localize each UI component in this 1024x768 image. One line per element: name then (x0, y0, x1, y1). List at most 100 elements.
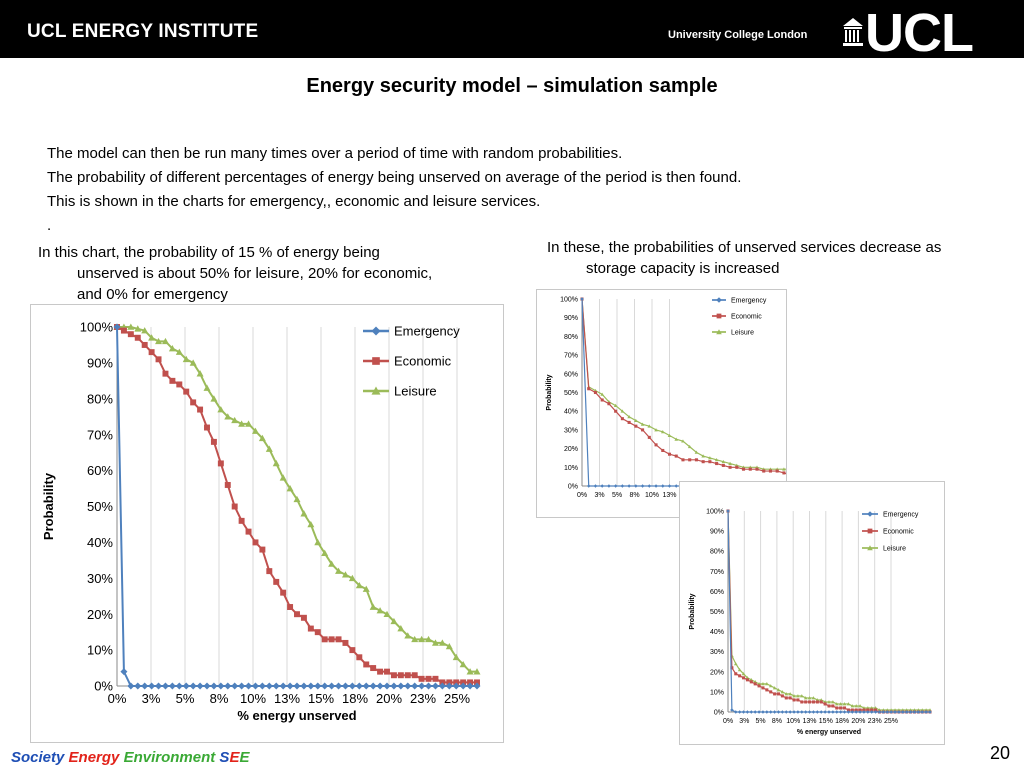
diamond-marker (842, 710, 847, 714)
diamond-marker (647, 484, 652, 488)
diamond-marker (654, 484, 658, 488)
diamond-marker (600, 484, 604, 488)
square-marker (748, 467, 752, 471)
square-marker (280, 589, 287, 596)
square-marker (823, 702, 827, 706)
triangle-marker (210, 395, 218, 402)
square-marker (620, 417, 624, 421)
square-marker (252, 539, 259, 546)
triangle-marker (741, 672, 746, 676)
diamond-marker (383, 682, 391, 690)
intro-line: This is shown in the charts for emergenc… (47, 193, 541, 210)
y-tick-label: 50% (87, 499, 113, 514)
square-marker (708, 460, 712, 464)
triangle-marker (335, 567, 343, 574)
triangle-marker (654, 428, 658, 432)
triangle-marker (425, 635, 433, 643)
triangle-marker (134, 325, 142, 332)
square-marker (792, 698, 796, 702)
y-tick-label: 20% (87, 607, 113, 622)
y-tick-label: 80% (87, 391, 113, 406)
see-s: S (219, 749, 230, 766)
x-tick-label: 18% (342, 691, 368, 706)
square-marker (870, 708, 874, 712)
square-marker (721, 463, 725, 467)
square-marker (439, 679, 446, 686)
diamond-marker (854, 710, 858, 714)
square-marker (831, 704, 835, 708)
diamond-marker (245, 682, 253, 690)
diamond-marker (800, 710, 804, 714)
triangle-marker (728, 461, 732, 465)
triangle-marker (834, 702, 839, 706)
triangle-marker (307, 520, 315, 528)
y-tick-label: 50% (710, 609, 724, 616)
triangle-marker (459, 660, 467, 668)
diamond-marker (858, 710, 862, 714)
diamond-marker (452, 682, 460, 690)
diamond-marker (258, 682, 266, 690)
square-marker (796, 698, 800, 702)
triangle-marker (640, 422, 645, 426)
x-tick-label: 8% (772, 718, 782, 725)
y-tick-label: 60% (87, 463, 113, 478)
diamond-marker (141, 682, 149, 690)
portico-icon (843, 18, 863, 46)
series-line-economic (581, 298, 786, 475)
diamond-marker (189, 682, 197, 690)
square-marker (862, 708, 866, 712)
triangle-marker (196, 370, 204, 377)
diamond-marker (827, 710, 831, 714)
y-tick-label: 100% (80, 320, 114, 335)
square-marker (761, 686, 765, 690)
diamond-marker (397, 682, 405, 690)
ucl-logo: UCL (843, 6, 993, 60)
diamond-marker (362, 682, 370, 690)
ucl-logo-text: UCL (865, 3, 974, 63)
square-marker (819, 700, 823, 704)
square-marker (738, 674, 742, 678)
intro-line: . (47, 217, 52, 234)
diamond-marker (916, 710, 921, 714)
diamond-marker (175, 682, 183, 690)
legend-label-emergency: Emergency (731, 297, 767, 304)
triangle-marker (796, 694, 800, 698)
diamond-marker (815, 710, 820, 714)
note-line: and 0% for emergency (77, 286, 228, 303)
y-tick-label: 0% (568, 483, 578, 490)
square-marker (134, 334, 141, 341)
triangle-marker (831, 700, 835, 704)
square-marker (127, 331, 134, 338)
square-marker (273, 578, 280, 585)
diamond-marker (761, 710, 765, 714)
legend-label-economic: Economic (883, 528, 914, 535)
diamond-marker (418, 682, 426, 690)
diamond-marker (182, 682, 190, 690)
diamond-marker (300, 682, 308, 690)
square-marker (843, 706, 847, 710)
diamond-marker (369, 682, 377, 690)
diamond-marker (341, 682, 349, 690)
x-tick-label: 25% (884, 718, 898, 725)
square-marker (762, 469, 766, 473)
triangle-marker (175, 348, 183, 355)
square-marker (169, 377, 176, 384)
diamond-marker (866, 710, 870, 714)
triangle-marker (265, 445, 273, 452)
square-marker (418, 675, 425, 682)
diamond-marker (134, 682, 142, 690)
square-marker (775, 469, 779, 473)
y-tick-label: 70% (564, 353, 578, 360)
diamond-marker (788, 710, 792, 714)
square-marker (411, 672, 418, 679)
series-line-leisure (581, 298, 786, 470)
diamond-marker (586, 484, 591, 488)
square-marker (730, 666, 734, 670)
diamond-marker (733, 710, 738, 714)
diamond-marker (431, 682, 439, 690)
x-tick-label: 5% (612, 492, 622, 499)
y-tick-label: 90% (564, 315, 578, 322)
square-marker (846, 708, 850, 712)
square-marker (176, 381, 183, 388)
triangle-marker (827, 700, 831, 704)
